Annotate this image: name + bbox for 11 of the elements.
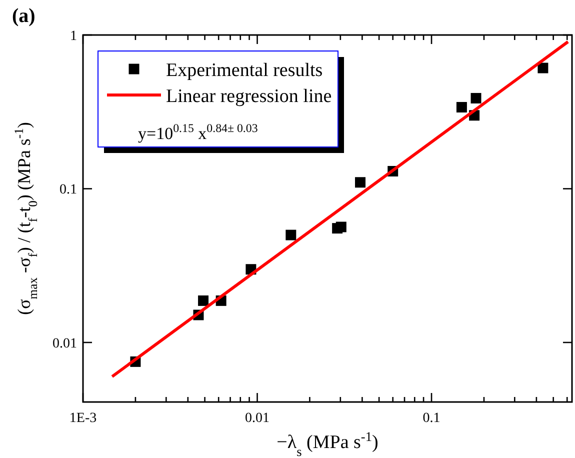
x-tick-label: 1E-3 [69,411,97,426]
chart-title: (a) [12,5,36,27]
legend-label: Linear regression line [166,86,332,107]
x-tick-label: 0.1 [422,411,440,426]
annotation: y=10$^{0.15}$ x$^{0.84± 0.03}$ [138,121,258,143]
y-tick-label: 0.1 [60,182,77,198]
y-tick-label: 0.01 [52,336,77,352]
y-tick-label: 1 [70,29,77,44]
x-tick-label: 0.01 [245,411,270,426]
x-axis-title: −λ$_{s}$ (MPa s$^{-1}$) [276,428,378,458]
legend-label: Experimental results [166,60,323,81]
